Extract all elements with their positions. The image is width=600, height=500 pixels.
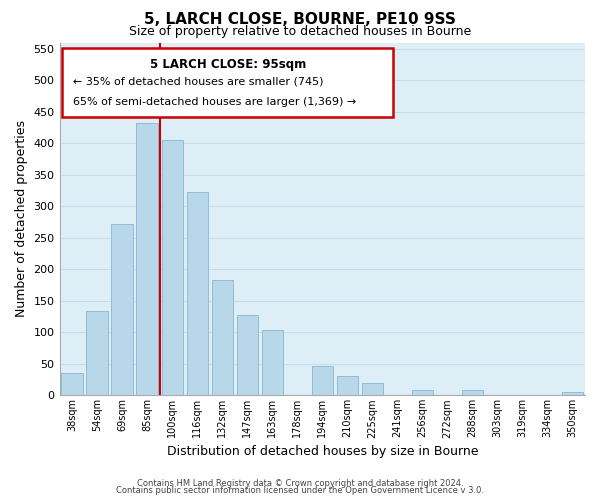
Text: Contains public sector information licensed under the Open Government Licence v : Contains public sector information licen… xyxy=(116,486,484,495)
Bar xyxy=(86,312,108,396)
Bar xyxy=(212,280,233,396)
Bar xyxy=(161,140,183,396)
Text: Size of property relative to detached houses in Bourne: Size of property relative to detached ho… xyxy=(129,25,471,38)
Bar xyxy=(236,314,258,396)
Bar xyxy=(562,392,583,396)
Bar xyxy=(311,366,333,396)
Bar xyxy=(362,382,383,396)
Text: ← 35% of detached houses are smaller (745): ← 35% of detached houses are smaller (74… xyxy=(73,76,323,86)
Bar xyxy=(112,224,133,396)
Text: Contains HM Land Registry data © Crown copyright and database right 2024.: Contains HM Land Registry data © Crown c… xyxy=(137,478,463,488)
Bar xyxy=(337,376,358,396)
Bar xyxy=(61,373,83,396)
Y-axis label: Number of detached properties: Number of detached properties xyxy=(15,120,28,318)
Bar xyxy=(462,390,483,396)
Text: 5 LARCH CLOSE: 95sqm: 5 LARCH CLOSE: 95sqm xyxy=(149,58,306,71)
X-axis label: Distribution of detached houses by size in Bourne: Distribution of detached houses by size … xyxy=(167,444,478,458)
Text: 5, LARCH CLOSE, BOURNE, PE10 9SS: 5, LARCH CLOSE, BOURNE, PE10 9SS xyxy=(144,12,456,28)
Bar xyxy=(262,330,283,396)
Bar xyxy=(136,122,158,396)
Bar xyxy=(187,192,208,396)
FancyBboxPatch shape xyxy=(62,48,393,116)
Bar xyxy=(412,390,433,396)
Text: 65% of semi-detached houses are larger (1,369) →: 65% of semi-detached houses are larger (… xyxy=(73,97,356,107)
